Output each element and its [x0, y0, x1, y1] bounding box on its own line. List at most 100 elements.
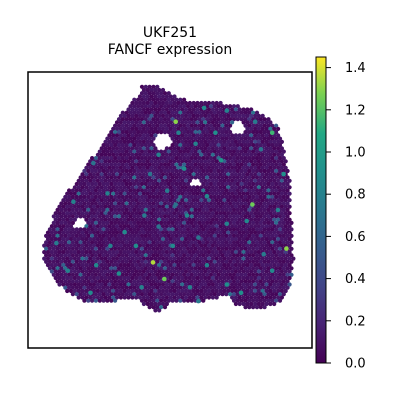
spot	[208, 259, 214, 264]
spot	[103, 198, 108, 203]
spot	[174, 188, 179, 193]
spot	[53, 217, 58, 222]
spot	[187, 224, 192, 229]
spot	[130, 172, 135, 177]
spot	[76, 243, 81, 248]
spot	[210, 146, 215, 151]
spot	[74, 253, 79, 258]
spot	[268, 198, 273, 203]
spot	[164, 100, 169, 106]
spot	[241, 256, 246, 261]
spot	[172, 146, 177, 151]
spot	[74, 292, 79, 297]
spot	[90, 298, 95, 303]
spot	[243, 130, 248, 135]
spot	[93, 279, 98, 284]
spot	[201, 136, 206, 141]
spot	[137, 237, 143, 242]
spot	[145, 87, 150, 93]
spot	[99, 288, 104, 294]
spot	[105, 298, 110, 303]
spot	[214, 256, 219, 261]
spot	[118, 230, 123, 235]
spot	[141, 250, 146, 255]
spot	[226, 172, 231, 177]
spot	[254, 130, 260, 135]
spot	[124, 110, 129, 115]
spot	[57, 269, 62, 274]
spot	[162, 227, 168, 232]
spot	[109, 240, 114, 245]
spot	[226, 275, 231, 281]
spot	[185, 136, 191, 141]
spot	[130, 146, 135, 151]
spot	[118, 256, 123, 261]
spot	[249, 120, 254, 125]
spot	[289, 253, 294, 258]
spot	[136, 220, 141, 225]
spot	[170, 194, 175, 200]
spot	[88, 211, 93, 216]
spot	[170, 292, 175, 297]
spot	[109, 162, 114, 167]
spot	[84, 288, 89, 294]
spot	[237, 185, 242, 190]
spot	[160, 94, 166, 99]
spot	[134, 126, 139, 131]
spot	[260, 295, 265, 300]
spot	[137, 146, 143, 151]
spot	[193, 214, 198, 219]
spot	[74, 201, 79, 206]
spot	[277, 143, 283, 148]
spot	[277, 233, 283, 238]
spot	[178, 259, 183, 264]
spot	[172, 288, 177, 294]
spot	[84, 250, 89, 255]
spot	[128, 207, 133, 212]
spot	[118, 288, 123, 294]
spot	[206, 113, 212, 118]
spot	[274, 253, 279, 258]
spot	[233, 250, 238, 255]
spot	[277, 175, 283, 180]
spot	[224, 123, 229, 128]
spot	[80, 288, 85, 294]
spot	[109, 149, 114, 154]
spot	[193, 207, 198, 212]
spot	[164, 288, 169, 294]
spot	[214, 230, 219, 235]
spot	[230, 178, 235, 183]
spot	[128, 220, 133, 225]
spot	[170, 136, 175, 141]
spot	[258, 214, 263, 219]
spot	[199, 126, 204, 131]
spot	[235, 188, 240, 193]
spot	[113, 188, 118, 193]
spot	[191, 243, 196, 248]
spot	[68, 275, 74, 281]
spot	[218, 191, 223, 196]
spot	[99, 198, 104, 203]
spot	[124, 194, 129, 200]
spot	[141, 87, 146, 93]
spot	[124, 207, 129, 212]
spot	[160, 159, 166, 164]
spot	[136, 123, 141, 128]
spot	[274, 292, 279, 297]
spot	[124, 272, 129, 277]
spot	[143, 181, 148, 187]
spot	[256, 126, 261, 131]
spot	[233, 146, 238, 151]
spot	[230, 269, 235, 274]
spot	[168, 152, 173, 157]
spot	[256, 256, 261, 261]
spot	[97, 207, 102, 212]
spot	[272, 288, 277, 294]
spot	[212, 149, 217, 154]
spot	[74, 266, 79, 271]
spot	[157, 100, 162, 106]
spot	[147, 220, 152, 225]
spot	[157, 282, 162, 287]
spot	[212, 175, 217, 180]
spot	[253, 185, 258, 190]
